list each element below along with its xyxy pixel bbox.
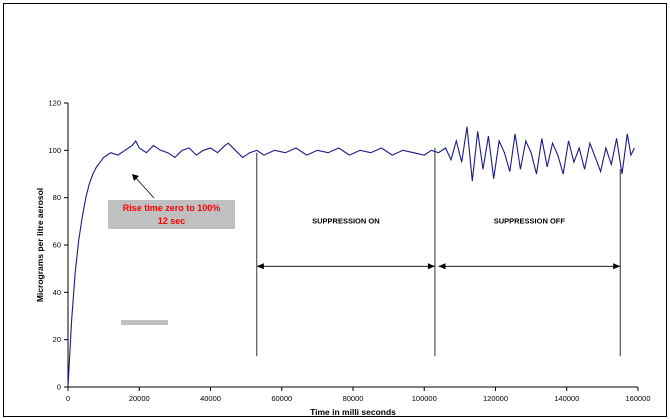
y-tick-label: 0: [57, 383, 61, 392]
suppression-regions: SUPPRESSION ON SUPPRESSION OFF: [256, 147, 621, 357]
y-tick-label: 40: [53, 288, 61, 297]
suppression-off-arrow: [438, 263, 621, 270]
x-tick-label: 160000: [625, 394, 650, 403]
x-tick-label: 0: [66, 394, 70, 403]
rise-time-text: Rise time zero to 100%: [123, 203, 221, 213]
rise-time-pointer-line: [134, 176, 155, 199]
y-tick-label: 120: [48, 99, 61, 108]
x-tick-label: 80000: [343, 394, 364, 403]
x-tick-label: 120000: [483, 394, 508, 403]
y-tick-label: 100: [48, 146, 61, 155]
suppression-off-label: SUPPRESSION OFF: [494, 217, 566, 226]
arrowhead-right: [613, 263, 621, 270]
suppression-on-label: SUPPRESSION ON: [312, 217, 380, 226]
y-axis-title: Micrograms per litre aerosol: [35, 188, 45, 302]
y-tick-label: 80: [53, 193, 61, 202]
arrowhead-left: [438, 263, 446, 270]
suppression-on-arrow: [256, 263, 435, 270]
y-tick-label: 20: [53, 335, 61, 344]
x-tick-label: 40000: [200, 394, 221, 403]
x-ticks: 0 20000 40000 60000 80000 100000 120000 140000 1…: [66, 387, 651, 403]
x-tick-label: 60000: [271, 394, 292, 403]
y-ticks: 0 20 40 60 80 100 120: [48, 99, 68, 392]
arrowhead-right: [427, 263, 435, 270]
rise-time-box: [108, 200, 235, 229]
rise-time-annotation: Rise time zero to 100% 12 sec: [108, 174, 235, 229]
y-tick-label: 60: [53, 241, 61, 250]
x-tick-label: 100000: [412, 394, 437, 403]
x-axis-title: Time in milli seconds: [310, 407, 396, 417]
rise-time-arrowhead: [132, 174, 139, 181]
series-line: [67, 126, 635, 388]
rise-time-value: 12 sec: [158, 216, 186, 226]
x-tick-label: 20000: [129, 394, 150, 403]
x-tick-label: 140000: [554, 394, 579, 403]
arrowhead-left: [256, 263, 264, 270]
gray-bar-marker: [121, 320, 168, 325]
